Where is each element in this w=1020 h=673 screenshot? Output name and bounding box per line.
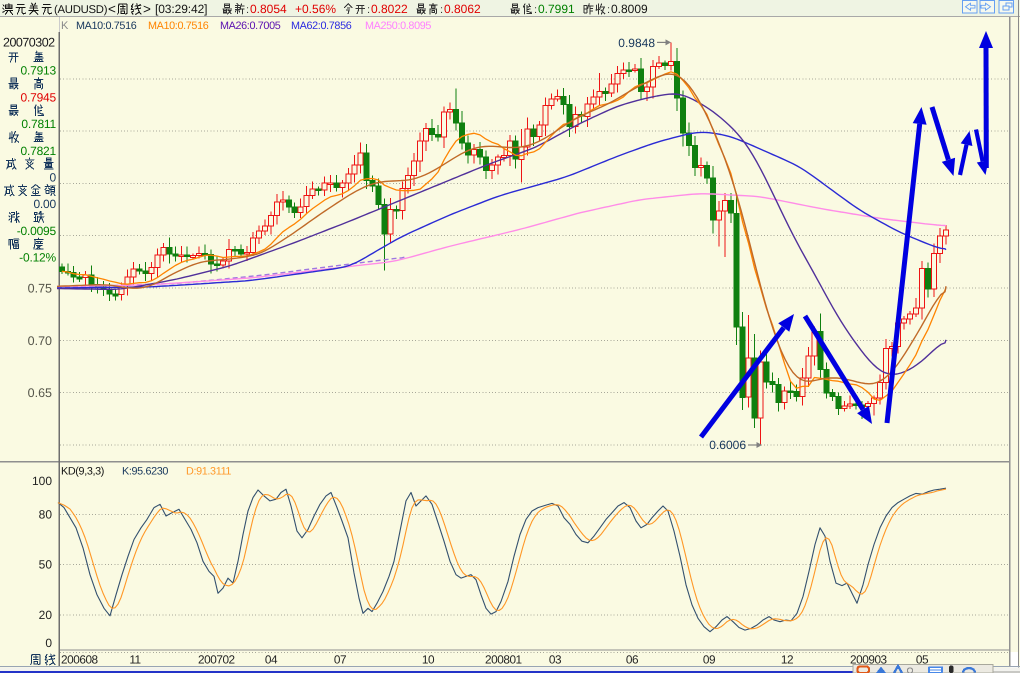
svg-text:100: 100	[32, 474, 52, 488]
svg-text:(AUDUSD): (AUDUSD)	[54, 4, 108, 16]
svg-text:-0.12%: -0.12%	[19, 251, 56, 265]
svg-text:0.8054: 0.8054	[250, 2, 287, 16]
svg-text:0.7913: 0.7913	[20, 64, 56, 78]
svg-text:[03:29:42]: [03:29:42]	[155, 2, 207, 16]
svg-text:KD(9,3,3): KD(9,3,3)	[61, 466, 104, 478]
svg-text:MA62:0.7856: MA62:0.7856	[291, 20, 352, 32]
svg-text:05: 05	[916, 653, 929, 667]
svg-text:0.7821: 0.7821	[20, 144, 56, 158]
svg-text:20070302: 20070302	[3, 36, 55, 50]
svg-text:07: 07	[334, 653, 346, 667]
svg-text:0.65: 0.65	[28, 386, 52, 400]
svg-text:06: 06	[626, 653, 639, 667]
svg-text:10: 10	[422, 653, 435, 667]
svg-text:0.00: 0.00	[33, 197, 56, 211]
svg-text:K:95.6230: K:95.6230	[122, 466, 168, 478]
svg-text::: :	[607, 4, 610, 16]
svg-text:04: 04	[265, 653, 278, 667]
svg-text:-0.0095: -0.0095	[17, 224, 57, 238]
svg-text:0.6006: 0.6006	[709, 438, 746, 452]
svg-text:09: 09	[703, 653, 715, 667]
svg-text:0: 0	[50, 171, 57, 185]
svg-text:MA26:0.7005: MA26:0.7005	[220, 20, 281, 32]
svg-text:200702: 200702	[198, 653, 235, 667]
svg-text:0.7811: 0.7811	[21, 117, 56, 131]
svg-text::: :	[367, 4, 370, 16]
svg-text:12: 12	[781, 653, 793, 667]
svg-text::: :	[246, 4, 249, 16]
svg-text:>: >	[143, 2, 151, 17]
svg-text:K: K	[61, 20, 69, 32]
svg-text:0.8022: 0.8022	[371, 2, 408, 16]
svg-text:<: <	[108, 2, 116, 17]
svg-text:+0.56%: +0.56%	[295, 2, 336, 16]
svg-text::: :	[534, 4, 537, 16]
svg-text:03: 03	[549, 653, 562, 667]
svg-text:80: 80	[39, 507, 53, 521]
svg-text:200903: 200903	[850, 653, 888, 667]
svg-text:0.70: 0.70	[28, 334, 52, 348]
svg-text:D:91.3111: D:91.3111	[186, 466, 231, 478]
svg-text:0.8062: 0.8062	[444, 2, 481, 16]
svg-text:MA250:0.8095: MA250:0.8095	[365, 20, 431, 32]
svg-text:MA10:0.7516: MA10:0.7516	[148, 20, 209, 32]
svg-text:11: 11	[129, 653, 140, 667]
svg-text:0.7945: 0.7945	[20, 90, 56, 104]
svg-text:200608: 200608	[61, 653, 99, 667]
svg-text:0.7991: 0.7991	[538, 2, 575, 16]
svg-text:200801: 200801	[485, 653, 522, 667]
svg-text:50: 50	[39, 558, 53, 572]
svg-text:0: 0	[45, 636, 52, 650]
svg-text:0.8009: 0.8009	[611, 2, 648, 16]
svg-text:20: 20	[39, 608, 53, 622]
svg-text:0.75: 0.75	[28, 282, 52, 296]
svg-text:0.9848: 0.9848	[618, 36, 655, 50]
svg-text::: :	[440, 4, 443, 16]
svg-text:MA10:0.7516: MA10:0.7516	[76, 20, 137, 32]
